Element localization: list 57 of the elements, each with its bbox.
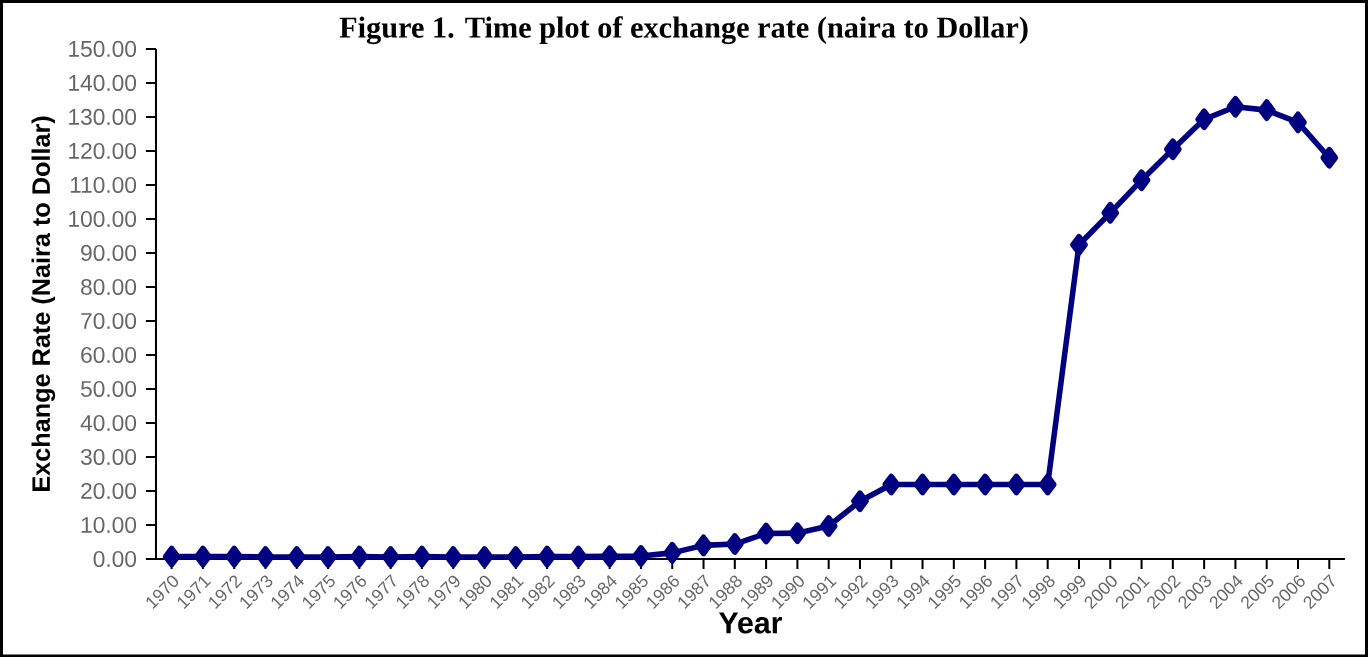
point: [757, 522, 775, 545]
point: [225, 545, 244, 568]
point: [976, 473, 994, 496]
y-tick-label: 110.00: [70, 176, 137, 193]
y-axis-title: Exchange Rate (Naira to Dollar): [31, 116, 56, 491]
point: [256, 545, 275, 568]
point: [725, 532, 744, 555]
y-tick-label: 150.00: [69, 40, 137, 57]
point: [1132, 169, 1151, 191]
y-tick-label: 130.00: [69, 108, 137, 125]
y-tick-label: 60.00: [81, 346, 137, 363]
y-tick-label: 90.00: [81, 244, 137, 261]
point: [569, 545, 588, 568]
point: [694, 534, 713, 557]
y-tick-label: 140.00: [69, 74, 137, 91]
point: [1038, 473, 1057, 496]
point: [851, 490, 869, 512]
point: [194, 545, 212, 568]
y-tick-label: 50.00: [81, 380, 137, 397]
point: [413, 545, 431, 568]
y-tick-label: 30.00: [80, 448, 137, 465]
y-tick-label: 80.00: [81, 278, 137, 295]
point: [1289, 111, 1307, 133]
x-axis-title: Year: [718, 612, 782, 634]
chart-title: Figure 1. Time plot of exchange rate (naira to Dollar): [339, 15, 1028, 44]
point: [1070, 233, 1088, 256]
point: [1007, 473, 1026, 496]
y-tick-label: 70.00: [81, 312, 137, 329]
y-tick-label: 10.00: [81, 516, 137, 533]
point: [350, 545, 369, 568]
point: [819, 514, 838, 537]
point: [663, 541, 682, 564]
point: [444, 545, 463, 568]
y-tick-label: 100.00: [69, 210, 137, 227]
y-tick-label: 20.00: [81, 482, 137, 499]
point: [1320, 146, 1339, 169]
point: [632, 544, 650, 567]
point: [319, 545, 337, 568]
point: [600, 545, 619, 567]
point: [1101, 201, 1120, 224]
point: [913, 473, 932, 496]
point: [882, 473, 901, 496]
point: [381, 545, 400, 568]
point: [538, 545, 556, 568]
y-tick-label: 0.00: [93, 550, 137, 567]
point: [1226, 95, 1245, 118]
point: [506, 545, 525, 568]
point: [475, 545, 494, 568]
point: [287, 545, 306, 568]
point: [944, 473, 963, 496]
point: [162, 545, 181, 568]
y-tick-label: 40.00: [80, 414, 137, 431]
point: [1164, 138, 1182, 160]
point: [1195, 108, 1213, 130]
y-tick-label: 120.00: [69, 142, 137, 159]
point: [788, 522, 807, 544]
point: [1257, 99, 1276, 121]
